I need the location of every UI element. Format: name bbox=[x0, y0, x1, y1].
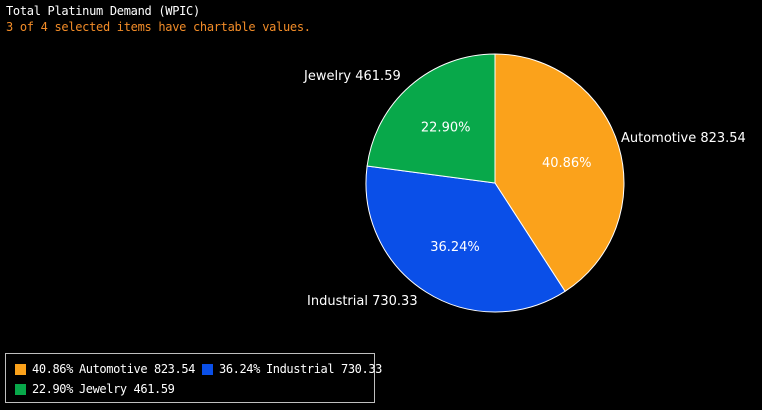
legend-swatch-industrial bbox=[202, 363, 213, 375]
legend-swatch-jewelry bbox=[15, 383, 26, 395]
legend-item-jewelry[interactable]: 22.90% Jewelry 461.59 bbox=[15, 382, 175, 396]
legend-pct-jewelry: 22.90% bbox=[32, 382, 73, 396]
pie-chart: 40.86% Automotive 823.54 36.24% Industrial … bbox=[303, 53, 746, 313]
legend-item-automotive[interactable]: 40.86% Automotive 823.54 bbox=[15, 362, 195, 376]
pie-slice-industrial[interactable] bbox=[365, 165, 566, 313]
slice-percent-label-automotive: 40.86% bbox=[542, 156, 592, 171]
slice-outer-label-industrial: Industrial 730.33 bbox=[307, 294, 418, 309]
legend-label-industrial: Industrial 730.33 bbox=[265, 362, 382, 376]
slice-percent-label-jewelry: 22.90% bbox=[421, 121, 471, 136]
legend-pct-automotive: 40.86% bbox=[32, 362, 73, 376]
legend-swatch-automotive bbox=[15, 363, 26, 375]
legend-label-automotive: Automotive 823.54 bbox=[78, 362, 195, 376]
pie-slice-jewelry[interactable] bbox=[366, 53, 496, 184]
legend-pct-industrial: 36.24% bbox=[219, 362, 260, 376]
slice-outer-label-automotive: Automotive 823.54 bbox=[621, 131, 746, 146]
chart-header: Total Platinum Demand (WPIC) 3 of 4 sele… bbox=[6, 3, 311, 35]
slice-outer-label-jewelry: Jewelry 461.59 bbox=[303, 69, 401, 84]
chart-legend: 40.86% Automotive 823.54 36.24% Industri… bbox=[5, 353, 382, 403]
chart-subtitle: 3 of 4 selected items have chartable val… bbox=[6, 20, 311, 34]
legend-label-jewelry: Jewelry 461.59 bbox=[78, 382, 175, 396]
legend-item-industrial[interactable]: 36.24% Industrial 730.33 bbox=[202, 362, 382, 376]
slice-percent-label-industrial: 36.24% bbox=[430, 240, 480, 255]
chart-title: Total Platinum Demand (WPIC) bbox=[6, 4, 200, 18]
